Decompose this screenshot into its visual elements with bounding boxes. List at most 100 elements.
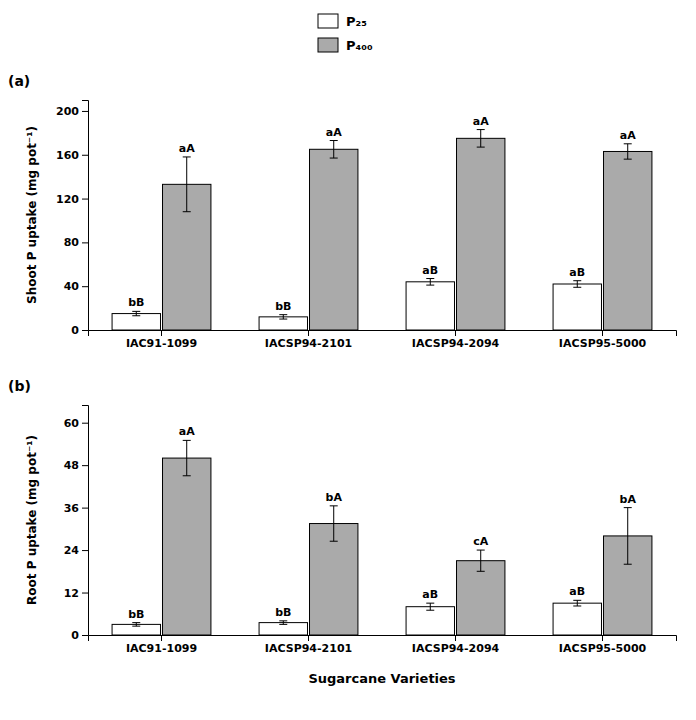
bar [457,138,505,330]
x-axis-line [89,636,677,642]
legend: P₂₅P₄₀₀ [318,14,373,53]
plot-area [112,130,652,330]
y-tick-mark [82,199,88,200]
x-axis-title: Sugarcane Varieties [308,671,455,686]
bar-letter: aB [569,266,585,279]
error-cap [624,159,632,160]
panel: 01224364860IAC91-1099IACSP94-2101IACSP94… [8,378,677,686]
x-tick-mark [161,635,162,641]
bar-letter: aB [422,588,438,601]
error-bar [480,130,481,148]
y-tick-label: 48 [64,459,79,472]
error-cap [330,140,338,141]
error-bar [283,315,284,319]
x-tick-label: IACSP95-5000 [559,337,647,350]
bar-letter: aA [326,126,342,139]
panel: 04080120160200IAC91-1099IACSP94-2101IACS… [8,73,677,350]
error-bar [480,550,481,571]
y-tick-mark [82,286,88,287]
bar [406,607,454,635]
y-tick: 0 [71,324,88,337]
error-cap [624,507,632,508]
bar-letter: bB [128,296,144,309]
error-cap [183,440,191,441]
bar-letter: aA [179,425,195,438]
x-axis: IAC91-1099IACSP94-2101IACSP94-2094IACSP9… [89,635,677,655]
y-tick-label: 0 [71,629,79,642]
legend-label: P₄₀₀ [346,38,373,53]
y-tick: 36 [64,502,88,515]
y-axis: 04080120160200 [56,101,88,338]
x-tick: IACSP95-5000 [559,330,647,350]
error-cap [132,311,140,312]
error-cap [330,505,338,506]
legend-swatch [318,14,338,28]
error-cap [183,211,191,212]
y-tick-mark [82,465,88,466]
y-tick-label: 120 [56,193,79,206]
error-cap [477,129,485,130]
bar [112,624,160,635]
x-tick-mark [455,635,456,641]
error-cap [573,287,581,288]
bar-letter: bB [275,606,291,619]
bar [259,317,307,330]
y-tick-label: 24 [64,544,80,557]
bar-letter: cA [473,535,489,548]
error-bar [186,440,187,475]
error-bar [333,141,334,159]
error-bar [577,281,578,288]
y-tick: 200 [56,105,88,118]
y-tick-label: 40 [64,280,80,293]
y-tick: 24 [64,544,88,557]
x-tick-label: IACSP94-2101 [265,642,352,655]
y-tick: 0 [71,629,88,642]
bar-letter: aB [569,585,585,598]
error-cap [330,541,338,542]
panel-label: (a) [8,73,30,89]
legend-swatch [318,38,338,52]
bar-letter: aA [473,115,489,128]
x-tick: IACSP94-2101 [265,635,352,655]
bar [163,458,211,635]
y-tick-mark [82,155,88,156]
error-bar [430,279,431,286]
y-tick-label: 36 [64,502,80,515]
error-bar [136,623,137,627]
y-axis-title: Root P uptake (mg pot⁻¹) [25,435,39,605]
x-tick-mark [602,330,603,336]
bar-letter: aA [620,129,636,142]
y-tick-mark [82,423,88,424]
bar [604,151,652,330]
x-tick-label: IAC91-1099 [126,642,197,655]
x-tick-mark [308,330,309,336]
x-tick-mark [602,635,603,641]
error-cap [279,314,287,315]
error-cap [330,158,338,159]
error-bar [430,603,431,610]
bar [310,149,358,330]
error-cap [279,319,287,320]
x-tick: IACSP95-5000 [559,635,647,655]
bar-letter: bA [620,493,637,506]
error-cap [132,626,140,627]
error-bar [186,157,187,212]
error-bar [136,311,137,315]
y-tick-label: 200 [56,105,79,118]
x-tick-mark [161,330,162,336]
x-tick: IAC91-1099 [126,635,197,655]
error-cap [183,156,191,157]
error-bar [627,508,628,565]
y-tick: 120 [56,193,88,206]
x-axis: IAC91-1099IACSP94-2101IACSP94-2094IACSP9… [89,330,677,350]
plot-area [112,440,652,635]
bar-letter: bB [128,608,144,621]
y-tick-label: 12 [64,587,79,600]
y-tick: 60 [64,417,88,430]
bar [553,603,601,635]
error-cap [477,147,485,148]
y-tick-mark [82,242,88,243]
error-bar [333,506,334,541]
y-tick: 40 [64,280,88,293]
bar-letter: aB [422,264,438,277]
